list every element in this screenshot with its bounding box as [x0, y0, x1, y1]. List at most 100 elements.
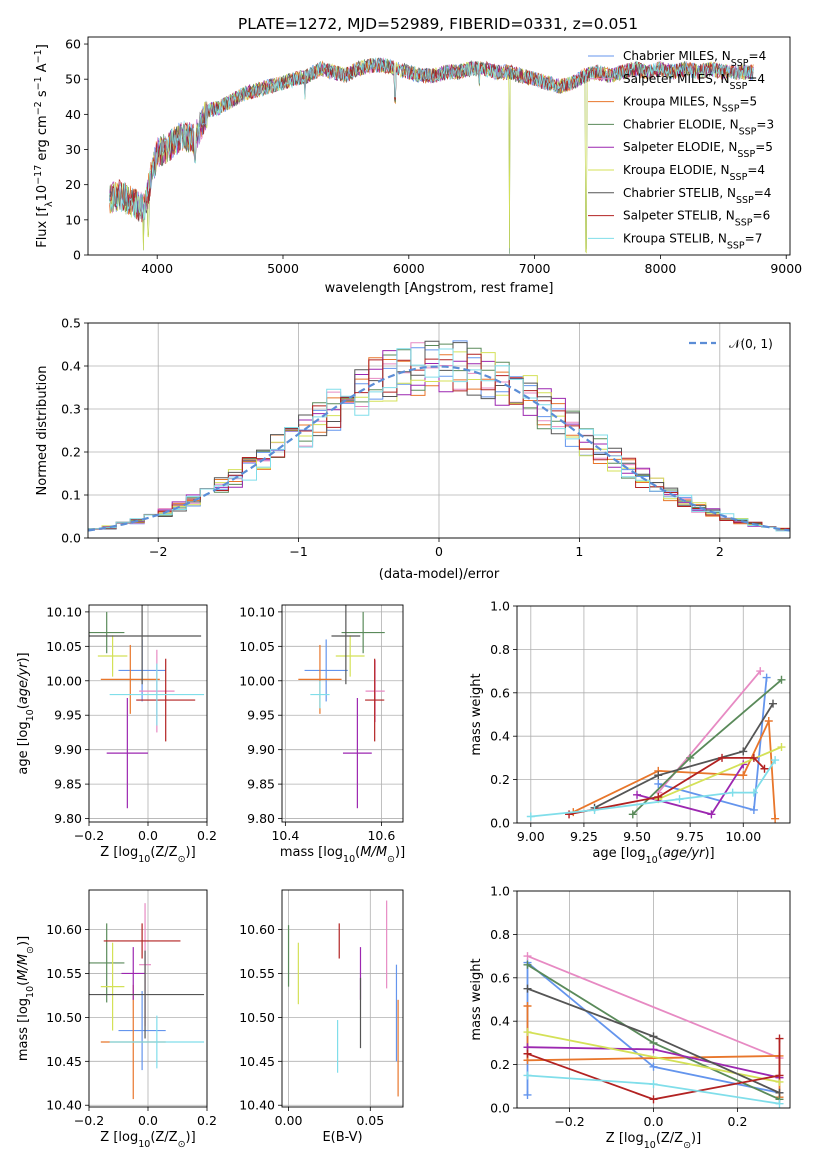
- spectrum-line: [109, 59, 754, 254]
- y-tick-label: 0.0: [61, 531, 81, 546]
- y-tick-label: 20: [65, 177, 81, 192]
- y-tick-label: 9.80: [54, 811, 82, 826]
- x-axis-label: Z [log10(Z/Z⊙)]: [606, 1131, 701, 1151]
- data-marker: [649, 1062, 658, 1071]
- data-marker: [749, 753, 758, 762]
- x-tick-label: 0.0: [644, 1114, 664, 1129]
- y-tick-label: 0.0: [490, 1101, 510, 1116]
- data-marker: [764, 717, 773, 726]
- data-marker: [686, 753, 695, 762]
- x-tick-label: 9.00: [517, 829, 545, 844]
- y-tick-label: 0.2: [490, 1057, 510, 1072]
- y-tick-label: 10.05: [46, 639, 82, 654]
- axes-frame: [87, 322, 791, 539]
- axes-frame: [281, 604, 404, 823]
- y-tick-label: 10.40: [46, 1098, 82, 1113]
- axes-frame: [516, 890, 791, 1109]
- mass-weight-line: [527, 955, 780, 1059]
- data-marker: [523, 1049, 532, 1058]
- data-marker: [649, 1080, 658, 1089]
- y-tick-label: 10.00: [46, 673, 82, 688]
- data-marker: [523, 1028, 532, 1037]
- mass-weight-line: [527, 1038, 781, 1101]
- x-tick-label: −0.2: [74, 828, 104, 843]
- axes-frame: [88, 889, 208, 1108]
- y-tick-label: 0: [73, 248, 81, 263]
- data-marker: [775, 1034, 784, 1043]
- y-tick-label: 9.95: [54, 708, 82, 723]
- plot-area: [526, 667, 786, 823]
- y-tick-label: 60: [65, 37, 81, 52]
- plot-area: [298, 605, 385, 809]
- legend-label: 𝒩(0, 1): [729, 337, 773, 351]
- data-marker: [523, 952, 532, 961]
- plot-area: [287, 900, 399, 1097]
- mass-weight-vs-age-panel: 9.00 9.25 9.50 9.75 10.00 0.0 0.2 0.4 0.6 0.8 1.0 a…: [469, 599, 791, 866]
- y-tick-label: 1.0: [490, 599, 510, 614]
- y-tick-label: 0.3: [61, 402, 81, 417]
- spectrum-line: [109, 58, 754, 223]
- y-axis-label: Normed distribution: [35, 366, 50, 496]
- legend-label: Kroupa STELIB, NSSP=7: [623, 231, 762, 251]
- y-tick-label: 0.4: [490, 1014, 510, 1029]
- data-marker: [749, 805, 758, 814]
- data-marker: [762, 673, 771, 682]
- spectrum-line: [109, 57, 754, 221]
- x-tick-label: 0.00: [275, 1113, 303, 1128]
- gaussian-curve: [88, 365, 790, 532]
- mass-weight-line: [530, 759, 776, 818]
- x-axis-label: Z [log10(Z/Z⊙)]: [100, 1130, 195, 1150]
- y-tick-label: 0.4: [61, 359, 81, 374]
- y-axis-label: age [log10(age/yr)]: [16, 652, 36, 774]
- axes-frame: [281, 889, 404, 1108]
- spectrum-title: PLATE=1272, MJD=52989, FIBERID=0331, z=0…: [238, 15, 638, 33]
- y-axis-label: Flux [fλ10−17 erg cm−2 s−1 A−1]: [33, 44, 55, 248]
- data-marker: [523, 1071, 532, 1080]
- y-tick-label: 10.50: [46, 1010, 82, 1025]
- mass-vs-metallicity-panel: −0.2 0.0 0.2 10.40 10.45 10.50 10.55 10.60 Z [lo…: [16, 889, 217, 1150]
- y-tick-label: 0.2: [490, 772, 510, 787]
- data-marker: [523, 1002, 532, 1011]
- y-tick-label: 10.55: [239, 966, 275, 981]
- y-tick-label: 10.10: [239, 604, 275, 619]
- x-tick-label: 10.6: [367, 828, 395, 843]
- x-tick-label: 9.50: [623, 829, 651, 844]
- y-tick-label: 30: [65, 142, 81, 157]
- y-tick-label: 10.00: [239, 673, 275, 688]
- x-tick-label: −0.2: [74, 1113, 104, 1128]
- mass-weight-line: [658, 677, 768, 812]
- x-tick-label: 10.4: [271, 828, 299, 843]
- plot-area: [88, 340, 790, 532]
- x-tick-label: 6000: [393, 261, 425, 276]
- mass-weight-vs-metallicity-panel: −0.2 0.0 0.2 0.0 0.2 0.4 0.6 0.8 1.0 Z [log10(Z/Z…: [469, 884, 791, 1151]
- data-marker: [590, 805, 599, 814]
- data-marker: [523, 1090, 532, 1099]
- y-tick-label: 0.4: [490, 729, 510, 744]
- y-tick-label: 10.50: [239, 1010, 275, 1025]
- x-tick-label: 4000: [141, 261, 173, 276]
- data-marker: [739, 771, 748, 780]
- data-marker: [749, 788, 758, 797]
- legend-label: Salpeter ELODIE, NSSP=5: [623, 140, 773, 160]
- y-tick-label: 40: [65, 107, 81, 122]
- data-marker: [675, 795, 684, 804]
- data-marker: [649, 1045, 658, 1054]
- spectrum-panel: 4000 5000 6000 7000 8000 9000 0 10 20 30 40 50 60 wav…: [33, 37, 803, 296]
- y-tick-label: 10.10: [46, 604, 82, 619]
- mass-weight-line: [657, 746, 782, 800]
- y-tick-label: 10: [65, 212, 81, 227]
- legend-label: Salpeter MILES, NSSP=4: [623, 72, 765, 92]
- data-marker: [649, 1032, 658, 1041]
- y-tick-label: 10.40: [239, 1098, 275, 1113]
- x-axis-label: mass [log10(M/M⊙)]: [280, 845, 405, 865]
- axes-frame: [88, 604, 208, 823]
- y-tick-label: 10.05: [239, 639, 275, 654]
- x-axis-label: Z [log10(Z/Z⊙)]: [100, 845, 195, 865]
- data-marker: [739, 747, 748, 756]
- y-tick-label: 0.6: [490, 685, 510, 700]
- data-marker: [649, 1095, 658, 1104]
- x-tick-label: 1: [575, 544, 583, 559]
- y-tick-label: 1.0: [490, 884, 510, 899]
- x-tick-label: 9.25: [570, 829, 598, 844]
- legend-label: Kroupa ELODIE, NSSP=4: [623, 163, 765, 183]
